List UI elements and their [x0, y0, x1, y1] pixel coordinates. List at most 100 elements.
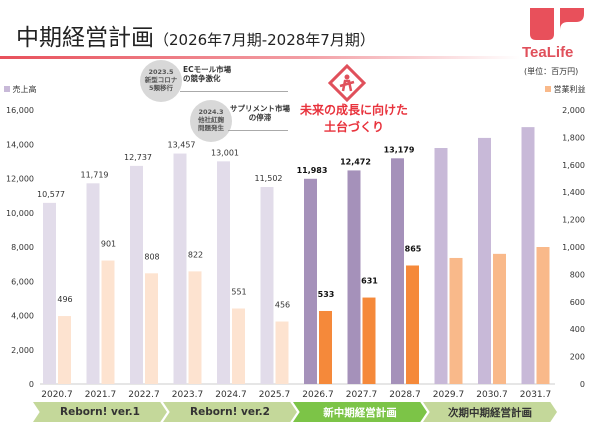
right-axis-tick: 1,600	[562, 161, 585, 170]
left-axis-tick: 4,000	[11, 312, 34, 321]
left-axis-tick: 2,000	[11, 346, 34, 355]
right-axis-tick: 1,000	[562, 243, 585, 252]
sales-bar	[347, 170, 361, 384]
category-label: 2031.7	[520, 390, 552, 400]
construction-worker-sign-icon	[328, 64, 366, 102]
right-axis-tick: 1,800	[562, 133, 585, 142]
right-axis-tick: 1,200	[562, 216, 585, 225]
right-axis-tick: 0	[580, 380, 585, 389]
sales-bar	[43, 202, 56, 384]
legend-label: 営業利益	[553, 85, 586, 94]
profit-data-label: 865	[405, 244, 422, 253]
category-label: 2030.7	[476, 390, 508, 400]
title-main: 中期経営計画	[16, 25, 154, 51]
sales-data-label: 10,577	[37, 190, 65, 199]
legend-sales: 売上高	[4, 84, 37, 95]
sales-bar	[391, 158, 404, 384]
unit-label: (単位：百万円)	[524, 67, 579, 76]
phase-banner: 次期中期経営計画	[423, 402, 557, 422]
category-label: 2020.7	[41, 390, 73, 400]
event-text: 5類移行	[148, 83, 174, 92]
sales-data-label: 11,719	[81, 170, 109, 179]
event-text: 他社紅麹	[198, 116, 224, 125]
profit-bar	[319, 310, 332, 384]
profit-data-label: 496	[57, 295, 72, 304]
sales-bar	[217, 161, 230, 384]
event-date: 2023.5	[148, 68, 174, 77]
category-label: 2028.7	[389, 390, 421, 400]
profit-data-label: 901	[101, 240, 116, 249]
right-axis-tick: 600	[570, 298, 585, 307]
sales-data-label: 13,179	[384, 145, 415, 154]
right-axis-tick: 200	[570, 353, 585, 362]
profit-bar	[536, 247, 550, 384]
title-rule	[0, 56, 520, 59]
event-text: 問題発生	[198, 123, 224, 132]
category-label: 2029.7	[433, 390, 465, 400]
category-label: 2026.7	[302, 390, 334, 400]
legend-label: 売上高	[12, 85, 37, 94]
legend-profit: 営業利益	[545, 84, 586, 95]
focus-line: 未来の成長に向けた	[300, 103, 409, 117]
profit-bar	[101, 260, 115, 384]
legend-swatch	[4, 86, 10, 92]
sales-data-label: 13,001	[211, 148, 239, 157]
sales-bar	[478, 137, 491, 384]
event-date: 2024.3	[198, 108, 224, 117]
profit-data-label: 808	[144, 252, 159, 261]
left-axis-tick: 12,000	[6, 175, 34, 184]
arrow	[180, 91, 288, 92]
note-line: サプリメント市場	[230, 104, 290, 113]
sales-data-label: 12,472	[340, 157, 371, 166]
profit-bar	[145, 273, 158, 384]
event-bubble-1: 2023.5 新型コロナ 5類移行	[140, 60, 182, 102]
arrow	[228, 130, 288, 131]
profit-bar	[362, 297, 376, 384]
right-axis-tick: 400	[570, 325, 585, 334]
left-axis-tick: 10,000	[6, 209, 34, 218]
note-line: の競争激化	[183, 74, 221, 84]
profit-bar	[493, 253, 506, 384]
sales-bar	[130, 165, 143, 384]
profit-bar	[232, 308, 245, 384]
phase-banner: 新中期経営計画	[293, 402, 427, 422]
event-text: 新型コロナ	[144, 76, 178, 85]
sales-bar	[521, 127, 535, 384]
profit-data-label: 631	[361, 277, 378, 286]
page-title: 中期経営計画（2026年7月期-2028年7月期）	[16, 18, 375, 52]
profit-data-label: 533	[318, 290, 335, 299]
category-label: 2025.7	[259, 390, 291, 400]
sales-data-label: 11,502	[255, 174, 283, 183]
logo-text: TeaLife	[522, 44, 574, 61]
sales-bar	[434, 148, 448, 384]
right-axis-tick: 2,000	[562, 106, 585, 115]
profit-bar	[188, 271, 202, 384]
phase-banner: Reborn! ver.1	[33, 402, 167, 422]
title-period: （2026年7月期-2028年7月期）	[154, 31, 375, 49]
sales-bar	[173, 153, 187, 384]
tealife-logo-icon	[530, 8, 584, 40]
profit-data-label: 456	[275, 301, 290, 310]
category-label: 2022.7	[128, 390, 160, 400]
left-axis-tick: 0	[29, 380, 34, 389]
category-label: 2024.7	[215, 390, 247, 400]
event-note-2: サプリメント市場 の停滞	[230, 104, 290, 123]
left-axis-tick: 8,000	[11, 243, 34, 252]
legend-swatch	[545, 86, 551, 92]
note-line: の停滞	[248, 113, 272, 123]
sales-data-label: 13,457	[168, 141, 196, 150]
sales-bar	[260, 187, 274, 384]
profit-bar	[275, 321, 289, 384]
phase-banner: Reborn! ver.2	[163, 402, 297, 422]
profit-data-label: 551	[231, 288, 246, 297]
category-label: 2021.7	[85, 390, 117, 400]
sales-data-label: 11,983	[297, 166, 328, 175]
profit-bar	[58, 316, 71, 384]
profit-bar	[449, 257, 463, 384]
event-bubble-2: 2024.3 他社紅麹 問題発生	[190, 100, 232, 142]
sales-bar	[304, 178, 317, 384]
profit-bar	[406, 265, 419, 384]
left-axis-tick: 6,000	[11, 277, 34, 286]
category-label: 2027.7	[346, 390, 378, 400]
